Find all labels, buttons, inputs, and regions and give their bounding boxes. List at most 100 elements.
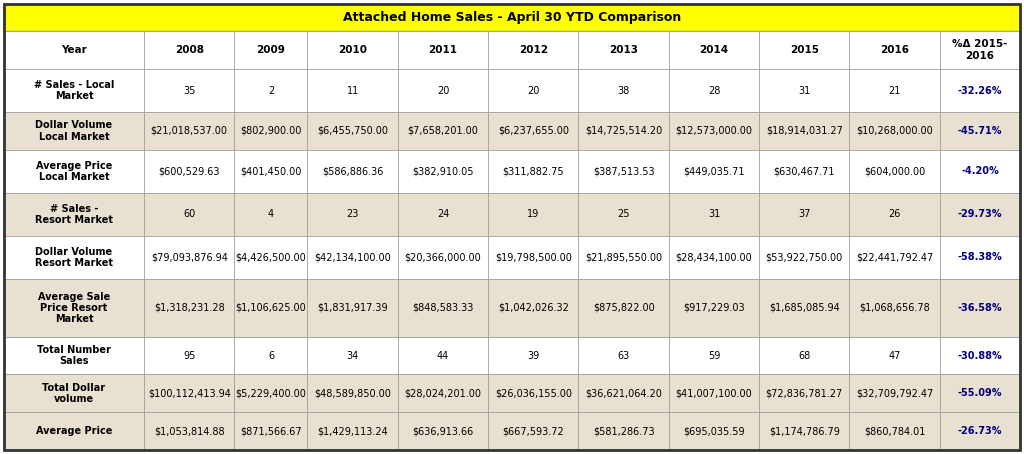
Bar xyxy=(397,112,488,150)
Text: -55.09%: -55.09% xyxy=(957,388,1002,398)
Bar xyxy=(4,236,144,279)
Bar xyxy=(234,375,307,412)
Text: 44: 44 xyxy=(437,350,450,360)
Text: $848,583.33: $848,583.33 xyxy=(413,303,474,313)
Text: $600,529.63: $600,529.63 xyxy=(159,166,220,177)
Text: 31: 31 xyxy=(708,209,720,219)
Bar xyxy=(307,31,397,69)
Text: -30.88%: -30.88% xyxy=(957,350,1002,360)
Text: $604,000.00: $604,000.00 xyxy=(864,166,926,177)
Bar xyxy=(144,236,234,279)
Bar xyxy=(759,375,850,412)
Bar xyxy=(579,279,669,337)
Text: 2014: 2014 xyxy=(699,45,728,55)
Bar xyxy=(759,69,850,112)
Bar xyxy=(4,412,144,450)
Text: 2011: 2011 xyxy=(428,45,458,55)
Text: 95: 95 xyxy=(183,350,196,360)
Bar xyxy=(579,236,669,279)
Text: $667,593.72: $667,593.72 xyxy=(503,426,564,436)
Bar xyxy=(307,337,397,375)
Text: 35: 35 xyxy=(183,85,196,96)
Text: $1,174,786.79: $1,174,786.79 xyxy=(769,426,840,436)
Bar xyxy=(488,412,579,450)
Bar xyxy=(940,150,1020,193)
Bar xyxy=(669,69,759,112)
Text: $22,441,792.47: $22,441,792.47 xyxy=(856,252,933,262)
Bar xyxy=(234,412,307,450)
Bar xyxy=(579,69,669,112)
Bar xyxy=(759,412,850,450)
Bar xyxy=(4,69,144,112)
Bar xyxy=(144,375,234,412)
Text: 37: 37 xyxy=(798,209,811,219)
Text: 38: 38 xyxy=(617,85,630,96)
Bar xyxy=(234,69,307,112)
Text: $53,922,750.00: $53,922,750.00 xyxy=(766,252,843,262)
Bar xyxy=(850,279,940,337)
Text: $6,237,655.00: $6,237,655.00 xyxy=(498,126,568,136)
Text: 20: 20 xyxy=(527,85,540,96)
Bar xyxy=(234,150,307,193)
Text: $636,913.66: $636,913.66 xyxy=(413,426,474,436)
Text: $695,035.59: $695,035.59 xyxy=(683,426,744,436)
Text: 21: 21 xyxy=(889,85,901,96)
Bar xyxy=(4,193,144,236)
Bar xyxy=(397,150,488,193)
Text: 2013: 2013 xyxy=(609,45,638,55)
Bar xyxy=(579,412,669,450)
Text: $42,134,100.00: $42,134,100.00 xyxy=(314,252,391,262)
Text: $449,035.71: $449,035.71 xyxy=(683,166,744,177)
Bar xyxy=(579,375,669,412)
Text: $5,229,400.00: $5,229,400.00 xyxy=(236,388,306,398)
Bar xyxy=(940,375,1020,412)
Bar xyxy=(307,375,397,412)
Text: 39: 39 xyxy=(527,350,540,360)
Bar xyxy=(488,69,579,112)
Text: 59: 59 xyxy=(708,350,720,360)
Text: $26,036,155.00: $26,036,155.00 xyxy=(495,388,571,398)
Text: -29.73%: -29.73% xyxy=(957,209,1002,219)
Bar xyxy=(397,193,488,236)
Text: 19: 19 xyxy=(527,209,540,219)
Text: $21,018,537.00: $21,018,537.00 xyxy=(151,126,227,136)
Bar xyxy=(850,31,940,69)
Bar xyxy=(488,193,579,236)
Text: # Sales - Local
Market: # Sales - Local Market xyxy=(34,80,115,101)
Text: $100,112,413.94: $100,112,413.94 xyxy=(147,388,230,398)
Text: Attached Home Sales - April 30 YTD Comparison: Attached Home Sales - April 30 YTD Compa… xyxy=(343,11,681,24)
Bar xyxy=(397,69,488,112)
Bar xyxy=(397,279,488,337)
Bar xyxy=(144,337,234,375)
Text: Year: Year xyxy=(61,45,87,55)
Text: $382,910.05: $382,910.05 xyxy=(413,166,474,177)
Text: $860,784.01: $860,784.01 xyxy=(864,426,926,436)
Bar xyxy=(307,150,397,193)
Text: 2008: 2008 xyxy=(175,45,204,55)
Text: 34: 34 xyxy=(346,350,358,360)
Text: $1,831,917.39: $1,831,917.39 xyxy=(317,303,388,313)
Text: $802,900.00: $802,900.00 xyxy=(241,126,302,136)
Text: $871,566.67: $871,566.67 xyxy=(241,426,302,436)
Bar xyxy=(234,31,307,69)
Text: 47: 47 xyxy=(889,350,901,360)
Bar xyxy=(397,31,488,69)
Bar xyxy=(940,31,1020,69)
Text: -32.26%: -32.26% xyxy=(957,85,1002,96)
Bar xyxy=(759,150,850,193)
Text: $41,007,100.00: $41,007,100.00 xyxy=(676,388,753,398)
Text: $48,589,850.00: $48,589,850.00 xyxy=(314,388,391,398)
Text: $6,455,750.00: $6,455,750.00 xyxy=(317,126,388,136)
Bar xyxy=(234,337,307,375)
Bar xyxy=(307,193,397,236)
Text: 63: 63 xyxy=(617,350,630,360)
Bar xyxy=(144,69,234,112)
Text: $72,836,781.27: $72,836,781.27 xyxy=(766,388,843,398)
Bar xyxy=(850,337,940,375)
Text: 24: 24 xyxy=(437,209,450,219)
Bar xyxy=(234,112,307,150)
Text: Dollar Volume
Local Market: Dollar Volume Local Market xyxy=(36,120,113,142)
Bar xyxy=(669,193,759,236)
Bar xyxy=(850,375,940,412)
Bar xyxy=(488,236,579,279)
